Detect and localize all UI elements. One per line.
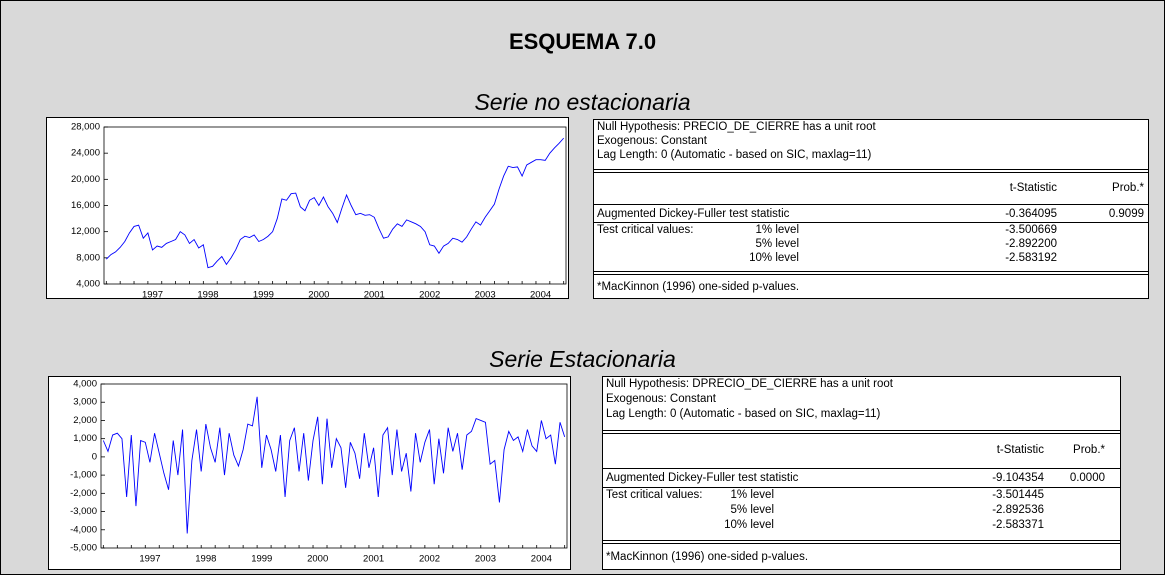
y-tick-label: -4,000 — [70, 524, 97, 535]
x-tick-label: 2002 — [419, 554, 440, 565]
rule — [594, 222, 1148, 223]
table-text: Test critical values: — [606, 489, 703, 502]
results-table: Null Hypothesis: PRECIO_DE_CIERRE has a … — [593, 119, 1149, 299]
x-tick-label: 2003 — [475, 290, 496, 301]
rule — [603, 429, 1120, 434]
y-tick-label: 4,000 — [76, 279, 100, 290]
section-heading: Serie Estacionaria — [489, 346, 676, 372]
series-line — [102, 396, 566, 534]
table-text: Lag Length: 0 (Automatic - based on SIC,… — [597, 149, 872, 161]
table-cell: -3.500669 — [1005, 224, 1057, 236]
y-tick-label: -5,000 — [70, 543, 97, 554]
table-cell: -0.364095 — [1005, 208, 1057, 220]
column-header: Prob.* — [1112, 182, 1144, 194]
table-cell: 1% level — [755, 224, 799, 236]
x-tick-label: 2003 — [475, 554, 496, 565]
rule — [603, 467, 1120, 469]
x-tick-label: 1999 — [251, 554, 272, 565]
table-cell: -2.892200 — [1005, 238, 1057, 250]
table-text: Test critical values: — [597, 224, 694, 236]
table-cell: 0.0000 — [1069, 471, 1105, 484]
x-tick-label: 1997 — [139, 554, 160, 565]
column-header: t-Statistic — [1009, 182, 1057, 194]
x-tick-label: 1998 — [197, 290, 218, 301]
x-tick-label: 2001 — [363, 554, 384, 565]
table-cell: 1% level — [730, 489, 774, 502]
table-cell: 10% level — [724, 519, 774, 532]
results-table: Null Hypothesis: DPRECIO_DE_CIERRE has a… — [602, 376, 1121, 570]
series-line — [105, 137, 565, 269]
x-tick-label: 2000 — [307, 554, 328, 565]
plot-area — [100, 383, 568, 549]
table-text: Null Hypothesis: DPRECIO_DE_CIERRE has a… — [606, 378, 893, 391]
rule — [603, 539, 1120, 544]
y-tick-label: 3,000 — [73, 397, 97, 408]
table-cell: -2.583371 — [992, 519, 1044, 532]
table-cell: 10% level — [749, 252, 799, 264]
table-text: Exogenous: Constant — [606, 393, 716, 406]
y-tick-label: 24,000 — [71, 148, 100, 159]
y-tick-label: -1,000 — [70, 470, 97, 481]
table-text: Augmented Dickey-Fuller test statistic — [597, 208, 790, 220]
table-cell: -2.583192 — [1005, 252, 1057, 264]
y-tick-label: 28,000 — [71, 122, 100, 133]
x-tick-label: 2004 — [530, 290, 551, 301]
x-tick-label: 2002 — [419, 290, 440, 301]
y-tick-label: 1,000 — [73, 433, 97, 444]
y-tick-label: 8,000 — [76, 252, 100, 263]
y-tick-label: 16,000 — [71, 200, 100, 211]
table-text: *MacKinnon (1996) one-sided p-values. — [606, 550, 809, 563]
section-heading: Serie no estacionaria — [474, 89, 691, 115]
x-tick-label: 1998 — [195, 554, 216, 565]
plot-area — [103, 126, 567, 285]
y-tick-label: 0 — [92, 451, 97, 462]
table-cell: -9.104354 — [992, 471, 1044, 484]
y-tick-label: 12,000 — [71, 226, 100, 237]
x-tick-label: 1997 — [142, 290, 163, 301]
y-tick-label: 2,000 — [73, 415, 97, 426]
y-tick-label: 20,000 — [71, 174, 100, 185]
x-tick-label: 2004 — [531, 554, 552, 565]
x-tick-label: 2000 — [308, 290, 329, 301]
table-cell: -2.892536 — [992, 504, 1044, 517]
column-header: t-Statistic — [996, 443, 1044, 456]
y-tick-label: -2,000 — [70, 488, 97, 499]
column-header: Prob.* — [1073, 443, 1105, 456]
table-text: Lag Length: 0 (Automatic - based on SIC,… — [606, 408, 881, 421]
x-tick-label: 1999 — [253, 290, 274, 301]
rule — [594, 204, 1148, 205]
table-text: *MacKinnon (1996) one-sided p-values. — [597, 281, 800, 293]
table-cell: -3.501445 — [992, 489, 1044, 502]
title: ESQUEMA 7.0 — [508, 29, 657, 54]
table-cell: 5% level — [755, 238, 799, 250]
rule — [594, 271, 1148, 275]
chart-frame — [46, 117, 569, 299]
table-text: Augmented Dickey-Fuller test statistic — [606, 471, 799, 484]
y-tick-label: -3,000 — [70, 506, 97, 517]
table-cell: 5% level — [730, 504, 774, 517]
x-tick-label: 2001 — [364, 290, 385, 301]
table-text: Null Hypothesis: PRECIO_DE_CIERRE has a … — [597, 121, 876, 133]
y-tick-label: 4,000 — [73, 379, 97, 390]
table-text: Exogenous: Constant — [597, 135, 707, 147]
table-cell: 0.9099 — [1108, 208, 1144, 220]
rule — [603, 487, 1120, 488]
rule — [594, 169, 1148, 173]
